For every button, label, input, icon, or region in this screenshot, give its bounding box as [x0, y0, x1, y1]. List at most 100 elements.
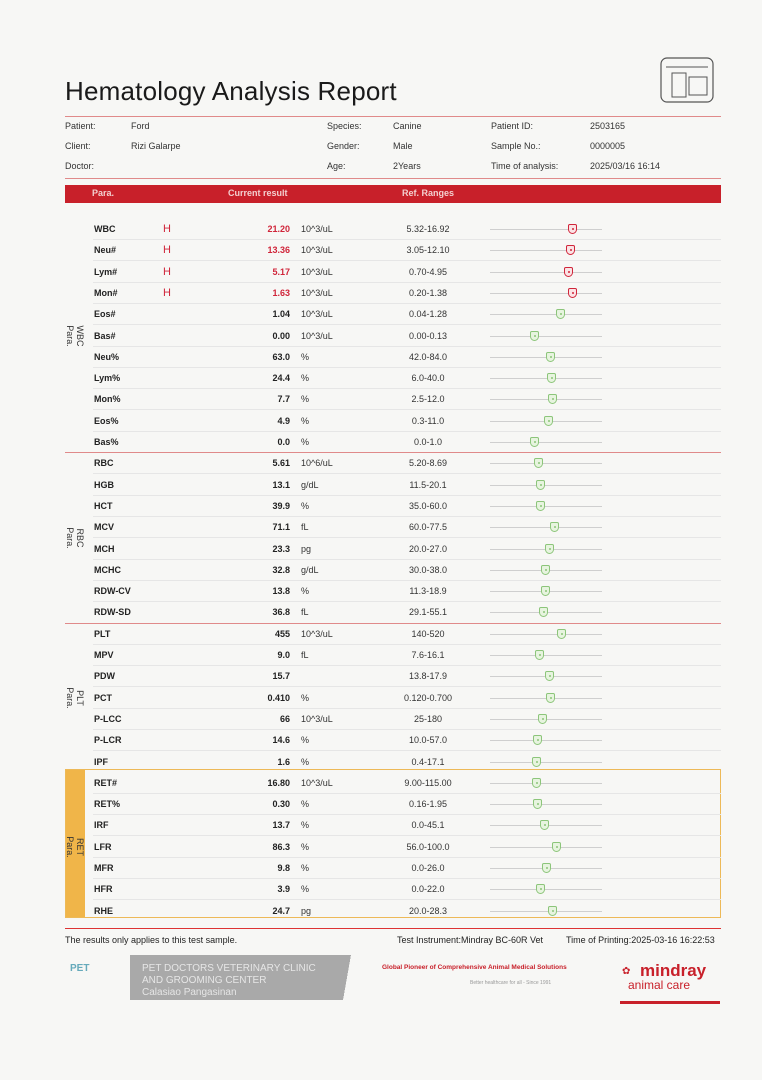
table-row: PCT 0.410% 0.120-0.700	[65, 688, 721, 709]
result-value: 16.80	[267, 777, 290, 788]
unit: 10^6/uL	[301, 458, 333, 469]
table-row: Neu% 63.0% 42.0-84.0	[65, 347, 721, 368]
result-value: 66	[279, 713, 290, 724]
result-value: 455	[274, 628, 290, 639]
ref-range: 56.0-100.0	[406, 841, 450, 852]
table-row: Neu# H 13.36 10^3/uL 3.05-12.10	[65, 240, 721, 262]
table-row: Mon% 7.7% 2.5-12.0	[65, 389, 721, 411]
unit: %	[301, 394, 310, 405]
result-value: 5.61	[272, 458, 290, 469]
row-divider	[93, 579, 721, 581]
unit: fL	[301, 607, 309, 618]
range-gauge	[490, 394, 602, 405]
unit: %	[301, 437, 310, 447]
normal-marker-icon	[542, 863, 552, 873]
range-gauge	[490, 309, 602, 320]
range-gauge	[490, 224, 602, 234]
ref-range: 42.0-84.0	[408, 351, 448, 362]
ref-range: 29.1-55.1	[408, 607, 448, 618]
flag: H	[163, 286, 171, 299]
ref-range: 0.0-26.0	[411, 863, 445, 873]
range-gauge	[490, 692, 602, 703]
result-value: 23.3	[272, 543, 290, 554]
result-value: 5.17	[272, 266, 290, 277]
table-row: HCT 39.9% 35.0-60.0	[65, 496, 721, 517]
table-row: HFR 3.9% 0.0-22.0	[65, 879, 721, 901]
section-label: RET Para.	[65, 773, 85, 922]
range-gauge	[490, 713, 602, 724]
param-name: HCT	[94, 500, 113, 511]
clinic-banner: PET DOCTORS VETERINARY CLINIC AND GROOMI…	[130, 955, 382, 1000]
param-name: Neu%	[94, 351, 120, 362]
high-marker-icon	[566, 245, 576, 256]
param-name: MFR	[94, 863, 114, 873]
ref-range: 10.0-57.0	[408, 735, 448, 746]
param-name: Bas#	[94, 330, 116, 341]
range-gauge	[490, 564, 602, 575]
unit: 10^3/uL	[301, 266, 333, 277]
ref-range: 0.16-1.95	[408, 799, 448, 810]
ref-range: 30.0-38.0	[408, 564, 448, 575]
unit: 10^3/uL	[301, 628, 333, 639]
analysis-time-label: Time of analysis:	[491, 161, 559, 171]
result-value: 0.30	[272, 799, 290, 810]
divider	[65, 178, 721, 179]
range-gauge	[490, 415, 602, 426]
section-label-text: WBC Para.	[65, 325, 85, 347]
param-name: WBC	[94, 224, 116, 234]
unit: 10^3/uL	[301, 713, 333, 724]
row-divider	[93, 686, 721, 688]
ref-range: 0.00-0.13	[408, 330, 448, 341]
unit: 10^3/uL	[301, 224, 333, 234]
range-gauge	[490, 628, 602, 639]
result-value: 13.7	[272, 820, 290, 831]
normal-marker-icon	[530, 437, 539, 447]
brand-bar	[620, 1001, 720, 1004]
result-value: 3.9	[277, 884, 290, 895]
ref-range: 0.0-22.0	[411, 884, 445, 895]
range-gauge	[490, 373, 602, 384]
header-result: Current result	[228, 188, 288, 198]
param-name: MPV	[94, 650, 114, 660]
normal-marker-icon	[533, 735, 543, 746]
param-name: MCHC	[94, 564, 121, 575]
range-gauge	[490, 905, 602, 916]
row-divider	[93, 792, 721, 794]
unit: fL	[301, 522, 309, 533]
result-value: 32.8	[272, 564, 290, 575]
range-gauge	[490, 820, 602, 831]
range-gauge	[490, 841, 602, 852]
param-name: IPF	[94, 756, 109, 767]
ref-range: 20.0-28.3	[408, 905, 448, 916]
table-row: MCHC 32.8 g/dL 30.0-38.0	[65, 560, 721, 581]
result-value: 13.1	[272, 479, 290, 490]
table-row: P-LCR 14.6% 10.0-57.0	[65, 730, 721, 752]
result-value: 7.7	[277, 394, 290, 405]
result-value: 39.9	[272, 500, 290, 511]
param-name: PLT	[94, 628, 111, 639]
ref-range: 9.00-115.00	[404, 777, 452, 788]
clinic-name-2: AND GROOMING CENTER	[142, 975, 267, 986]
range-gauge	[490, 799, 602, 810]
range-gauge	[490, 479, 602, 490]
result-value: 36.8	[272, 607, 290, 618]
table-row: RBC 5.61 10^6/uL 5.20-8.69	[65, 453, 721, 475]
param-name: IRF	[94, 820, 109, 831]
brand-logo: mindray	[640, 961, 707, 980]
section-label-text: PLT Para.	[65, 687, 85, 709]
param-name: Eos#	[94, 309, 116, 320]
section-label: WBC Para.	[65, 219, 85, 453]
result-value: 0.410	[267, 692, 290, 703]
section-label: RBC Para.	[65, 453, 85, 623]
result-value: 9.8	[277, 863, 290, 873]
param-name: Neu#	[94, 245, 117, 256]
ref-range: 5.32-16.92	[406, 224, 450, 234]
range-gauge	[490, 543, 602, 554]
table-row: PDW 15.7 13.8-17.9	[65, 666, 721, 688]
patient-label: Patient:	[65, 121, 96, 131]
range-gauge	[490, 351, 602, 362]
normal-marker-icon	[547, 373, 557, 384]
gender-value: Male	[393, 141, 413, 151]
table-header: Para. Current result Ref. Ranges	[65, 185, 721, 203]
row-divider	[93, 835, 721, 837]
